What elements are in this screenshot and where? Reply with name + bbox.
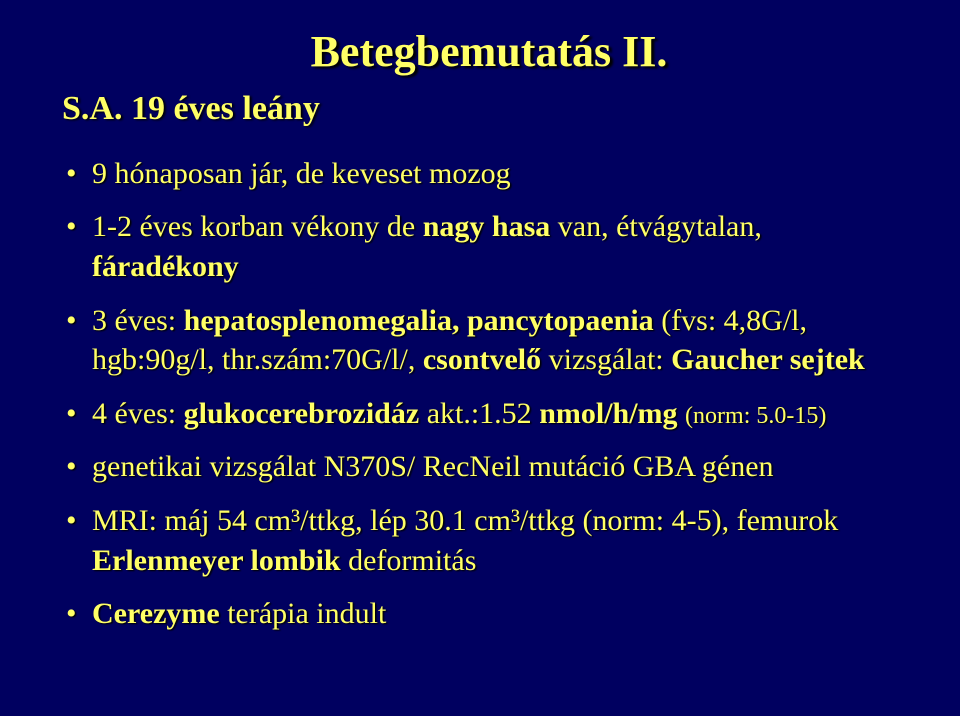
- bullet-item: 9 hónaposan jár, de keveset mozog: [62, 154, 916, 194]
- bullet-item: MRI: máj 54 cm³/ttkg, lép 30.1 cm³/ttkg …: [62, 501, 916, 580]
- slide-subtitle: S.A. 19 éves leány: [62, 90, 920, 127]
- slide-title: Betegbemutatás II.: [58, 28, 920, 76]
- bullet-item: 4 éves: glukocerebrozidáz akt.:1.52 nmol…: [62, 394, 916, 434]
- bullet-item: genetikai vizsgálat N370S/ RecNeil mutác…: [62, 447, 916, 487]
- bullet-item: 3 éves: hepatosplenomegalia, pancytopaen…: [62, 301, 916, 380]
- bullet-list: 9 hónaposan jár, de keveset mozog 1-2 éve…: [58, 154, 920, 634]
- bullet-item: 1-2 éves korban vékony de nagy hasa van,…: [62, 207, 916, 286]
- bullet-item: Cerezyme terápia indult: [62, 594, 916, 634]
- presentation-slide: Betegbemutatás II. S.A. 19 éves leány 9 …: [0, 0, 960, 716]
